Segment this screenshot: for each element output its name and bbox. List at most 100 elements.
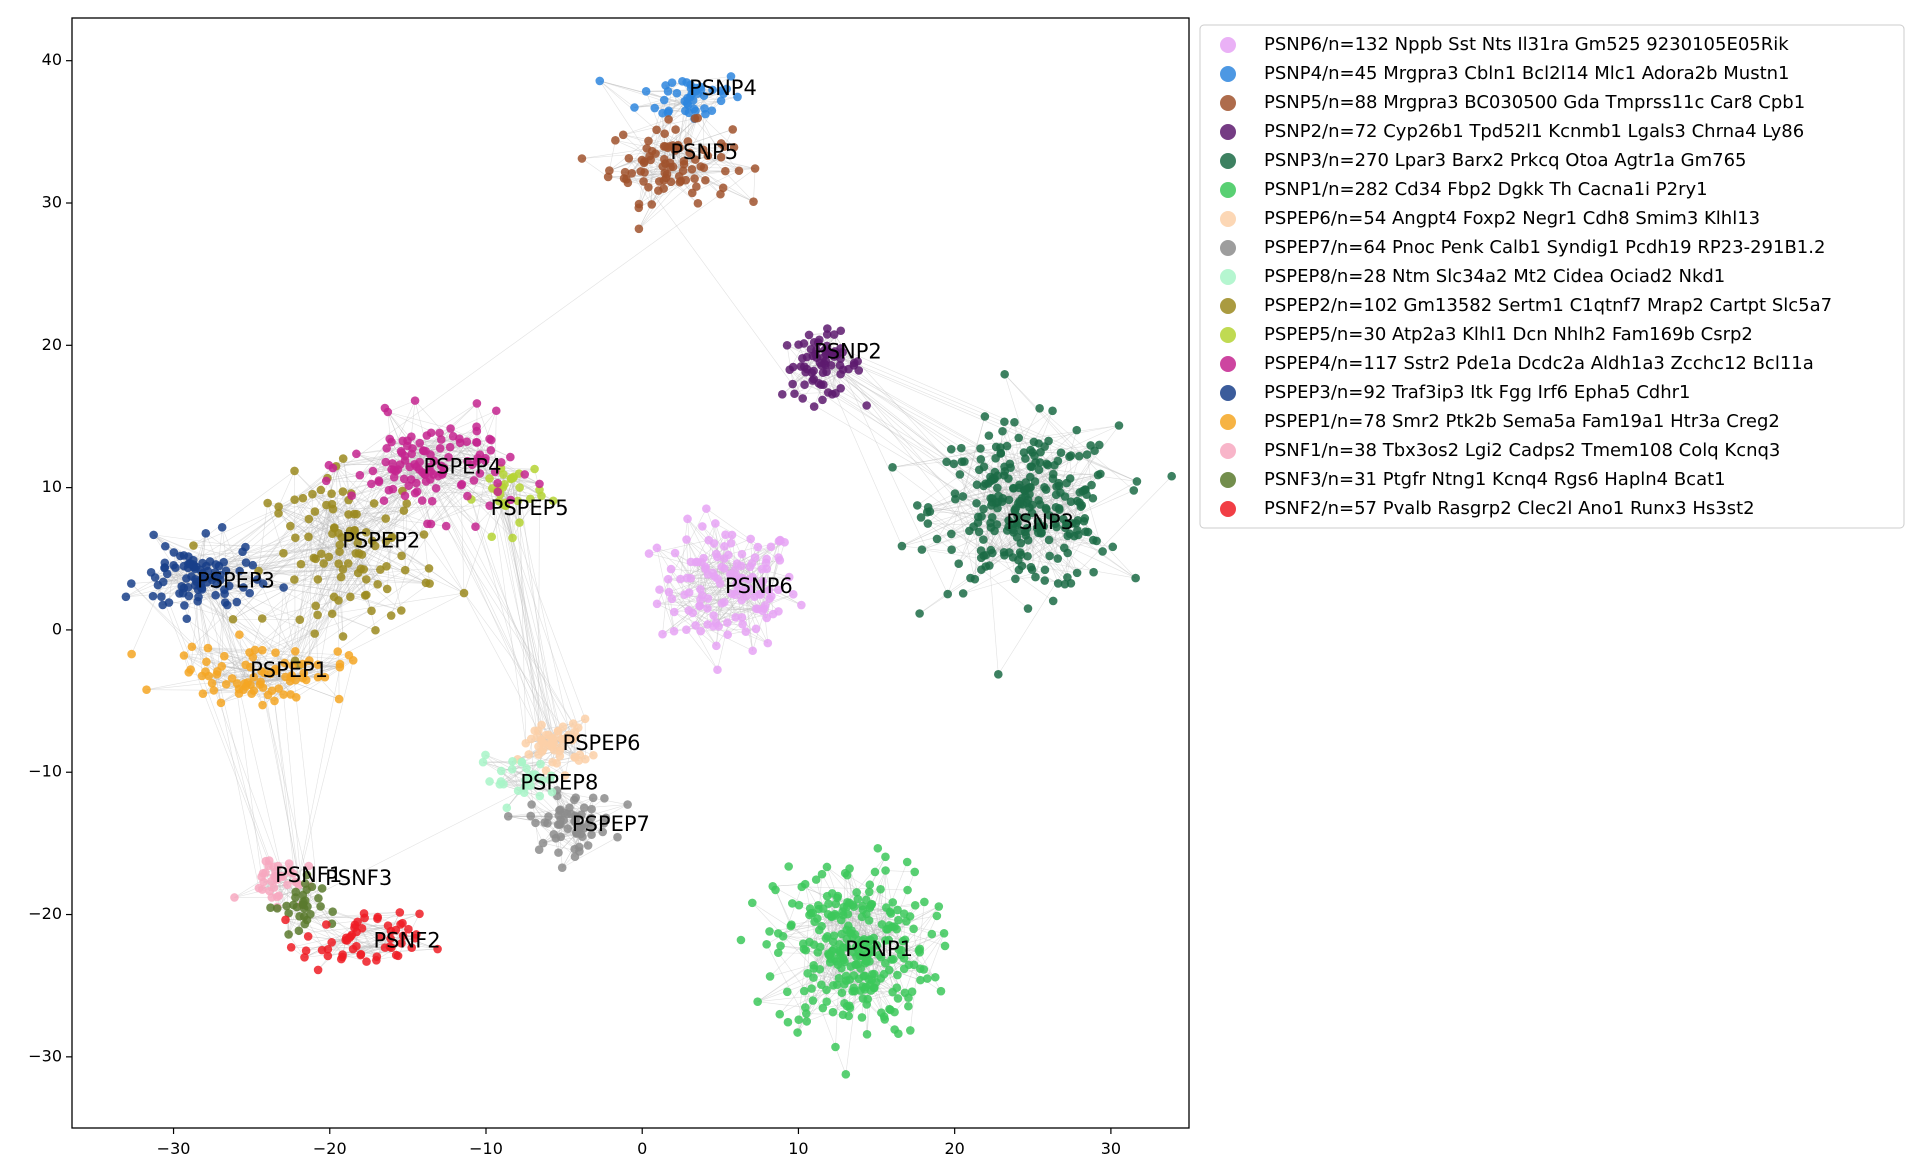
edge-line	[252, 511, 316, 566]
data-point	[381, 537, 391, 546]
data-point	[279, 548, 288, 558]
x-tick-label: 0	[637, 1139, 647, 1158]
edge-line	[331, 503, 387, 542]
data-point	[976, 444, 985, 453]
data-point	[1040, 482, 1049, 492]
data-point	[1053, 579, 1063, 588]
data-point	[831, 1042, 840, 1052]
data-point	[863, 994, 873, 1004]
edge-line	[317, 563, 339, 678]
data-point	[350, 525, 359, 535]
legend-frame	[1199, 24, 1905, 529]
edge-line	[338, 579, 367, 601]
edge-line	[992, 492, 1061, 554]
data-point	[211, 560, 221, 569]
data-point	[534, 742, 543, 751]
edge-line	[202, 569, 381, 574]
data-point	[836, 326, 846, 336]
data-point	[822, 997, 832, 1006]
data-point	[341, 933, 351, 943]
data-point	[417, 496, 427, 505]
data-point	[829, 931, 839, 940]
data-point	[361, 528, 371, 537]
data-point	[395, 460, 405, 469]
data-point	[1044, 436, 1053, 446]
legend-entry: PSNP1/n=282 Cd34 Fbp2 Dgkk Th Cacna1i P2…	[1264, 179, 1708, 200]
data-point	[809, 366, 818, 376]
data-point	[299, 897, 308, 907]
data-point	[266, 903, 275, 912]
data-point	[912, 501, 922, 510]
data-point	[302, 870, 312, 880]
data-point	[327, 609, 337, 619]
data-point	[642, 144, 652, 153]
data-point	[369, 499, 379, 508]
edge-line	[257, 579, 333, 615]
data-point	[1044, 535, 1054, 545]
edge-line	[686, 523, 716, 579]
edge-line	[315, 490, 403, 607]
data-point	[828, 937, 838, 947]
edge-line	[885, 870, 915, 873]
data-point	[972, 480, 982, 489]
edge-line	[153, 534, 255, 691]
edge-line	[342, 483, 372, 492]
edge-line	[963, 535, 1068, 594]
edge-line	[880, 889, 883, 925]
data-point	[1073, 530, 1083, 540]
data-point	[613, 832, 622, 842]
data-point	[741, 627, 751, 636]
data-point	[583, 841, 593, 850]
data-point	[419, 446, 428, 456]
edge-line	[816, 350, 903, 547]
data-point	[455, 438, 465, 448]
data-point	[808, 996, 818, 1005]
data-point	[598, 827, 607, 837]
data-point	[777, 390, 787, 399]
data-point	[841, 1070, 851, 1079]
data-point	[847, 926, 856, 935]
data-point	[930, 972, 940, 982]
data-point	[969, 522, 978, 531]
edge-line	[250, 662, 285, 668]
data-point	[294, 926, 304, 936]
edge-line	[391, 537, 430, 584]
data-point	[899, 964, 909, 974]
data-point	[534, 845, 544, 855]
data-point	[864, 887, 874, 897]
data-point	[950, 489, 960, 498]
data-point	[1075, 488, 1085, 497]
edge-line	[221, 527, 230, 586]
data-point	[832, 980, 842, 990]
data-point	[388, 484, 398, 494]
data-point	[814, 925, 824, 935]
edge-line	[303, 530, 355, 674]
edge-line	[351, 478, 405, 496]
data-point	[426, 450, 435, 459]
data-point	[548, 496, 558, 506]
data-point	[958, 492, 968, 501]
data-point	[459, 588, 469, 598]
edge-line	[659, 589, 675, 632]
edge-line	[294, 511, 316, 580]
data-point	[515, 483, 524, 492]
edge-line	[927, 523, 1029, 609]
edge-line	[267, 502, 427, 584]
data-point	[788, 899, 797, 908]
data-point	[1065, 452, 1074, 461]
data-point	[888, 463, 897, 472]
data-point	[419, 530, 429, 539]
edge-line	[326, 924, 354, 950]
edge-line	[387, 411, 451, 429]
data-point	[324, 460, 334, 470]
edge-line	[1029, 487, 1064, 520]
data-point	[298, 493, 308, 503]
data-point	[304, 532, 313, 542]
data-point	[782, 340, 792, 350]
data-point	[304, 861, 314, 871]
legend-marker	[1220, 66, 1236, 82]
data-point	[1025, 483, 1034, 492]
data-point	[535, 485, 544, 495]
edge-line	[476, 431, 550, 746]
edge-line	[671, 598, 728, 623]
